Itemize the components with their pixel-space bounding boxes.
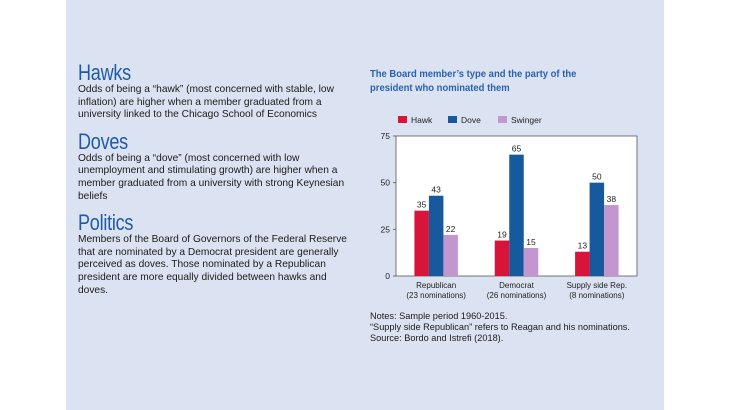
data-label: 22 (446, 224, 456, 234)
legend-swatch (398, 116, 407, 123)
data-label: 35 (417, 200, 427, 210)
section-heading: Politics (78, 210, 134, 236)
chart-title: The Board member’s type and the party of… (370, 68, 577, 94)
y-tick-label: 0 (385, 271, 390, 281)
section-doves: Doves Odds of being a “dove” (most conce… (78, 128, 353, 203)
x-tick-sublabel: (26 nominations) (487, 291, 547, 300)
bar (428, 195, 444, 276)
x-tick-sublabel: (8 nominations) (569, 291, 624, 300)
section-text: Odds of being a “dove” (most concerned w… (78, 152, 345, 202)
section-heading: Hawks (78, 60, 131, 85)
bar (414, 210, 429, 276)
notes: Notes: Sample period 1960-2015. “Supply … (370, 311, 660, 345)
y-tick-label: 25 (381, 224, 391, 234)
text-column: Hawks Odds of being a “hawk” (most conce… (78, 62, 353, 306)
section-heading: Doves (78, 128, 128, 154)
data-label: 50 (592, 172, 602, 182)
data-label: 43 (431, 185, 441, 195)
x-axis: Republican(23 nominations) Democrat(26 no… (406, 281, 627, 300)
note-line: Source: Bordo and Istrefi (2018). (370, 333, 504, 344)
section-text: Odds of being a “hawk” (most concerned w… (78, 84, 334, 121)
x-tick-label: Supply side Rep. (567, 281, 627, 290)
bar (604, 205, 619, 276)
x-tick-label: Republican (416, 281, 456, 290)
x-tick-sublabel: (23 nominations) (406, 291, 466, 300)
note-line: “Supply side Republican” refers to Reaga… (370, 322, 630, 333)
data-label: 38 (607, 194, 617, 204)
y-tick-label: 50 (381, 178, 391, 188)
bar (575, 251, 590, 276)
bar-chart: Hawk Dove Swinger 0 25 50 75 35 43 22 19 65 15 13 50… (381, 115, 638, 300)
bar (589, 182, 605, 276)
data-label: 65 (512, 144, 522, 154)
legend-swatch (448, 116, 457, 123)
bar (509, 154, 524, 276)
chart-legend: Hawk Dove Swinger (398, 115, 542, 125)
section-politics: Politics Members of the Board of Governo… (78, 212, 353, 297)
y-axis: 0 25 50 75 (381, 131, 396, 281)
bar (443, 234, 458, 276)
legend-swatch (498, 116, 507, 123)
note-line: Notes: Sample period 1960-2015. (370, 311, 508, 321)
section-text: Members of the Board of Governors of the… (78, 234, 347, 296)
data-label: 15 (526, 237, 536, 247)
bar (523, 248, 539, 276)
x-tick-label: Democrat (499, 281, 534, 290)
data-label: 19 (497, 230, 507, 240)
legend-label: Hawk (411, 115, 433, 125)
section-hawks: Hawks Odds of being a “hawk” (most conce… (78, 62, 353, 122)
data-label: 13 (578, 241, 588, 251)
y-tick-label: 75 (381, 131, 391, 141)
legend-label: Dove (461, 115, 481, 125)
bar (494, 240, 510, 276)
legend-label: Swinger (511, 115, 542, 125)
bars: 35 43 22 19 65 15 13 50 38 (414, 144, 619, 276)
